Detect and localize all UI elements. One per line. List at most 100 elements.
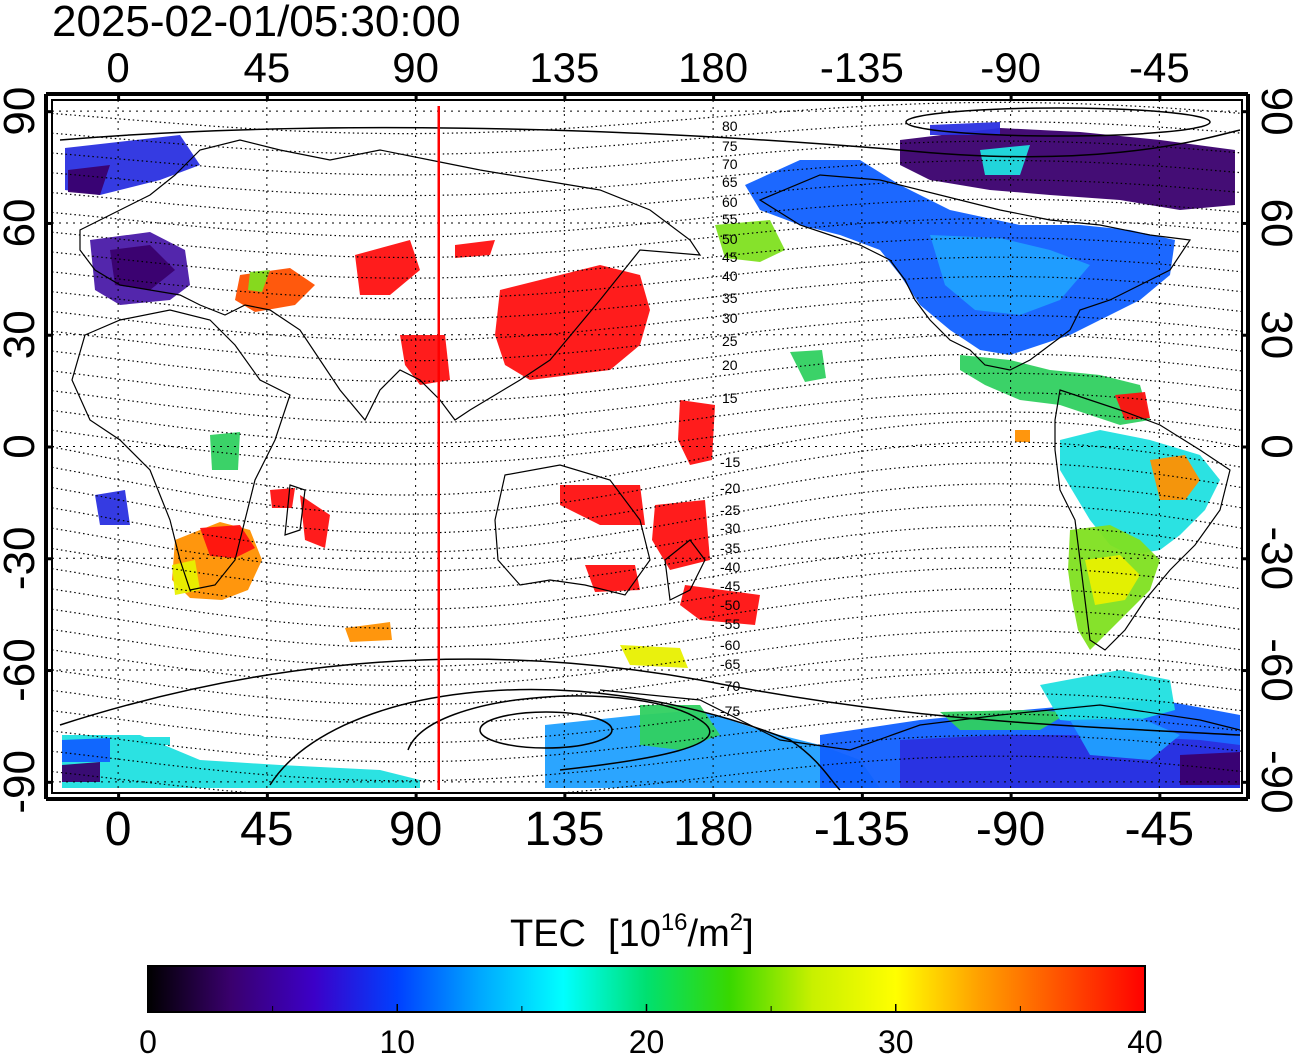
colorbar: TEC [1016/m2] 0 10 20 30 40 [139, 909, 1163, 1057]
tec-region [270, 488, 295, 508]
left-bar [44, 94, 48, 799]
tec-region [930, 235, 1090, 315]
mlat-contour-north-inner [905, 107, 1211, 137]
tec-region [355, 240, 420, 295]
latitude-labels-left: 90 60 30 0 -30 -60 -90 [0, 87, 44, 814]
lat-label-left: -60 [0, 638, 44, 702]
mlat-contour [52, 179, 1242, 217]
mlat-contour [52, 353, 1242, 403]
mlat-contour [52, 462, 1242, 534]
lat-label-right: -90 [1252, 750, 1294, 814]
mlat-label: 40 [722, 268, 738, 284]
mlat-label: -55 [720, 616, 740, 632]
mlat-label: 65 [722, 174, 738, 190]
tec-region [68, 165, 110, 195]
mlat-contour [52, 121, 1242, 155]
lon-label-bottom: 135 [524, 803, 604, 856]
mlat-label: -45 [720, 578, 740, 594]
lon-label-top: -45 [1129, 44, 1190, 91]
mlat-contour-south [269, 688, 841, 791]
mlat-contour [52, 713, 1242, 763]
mlat-label: -65 [720, 656, 740, 672]
lon-label-top: 45 [244, 44, 291, 91]
mlat-label: 70 [722, 156, 738, 172]
tec-region [1015, 430, 1030, 442]
tec-region [640, 705, 720, 750]
colorbar-tick-label: 10 [379, 1024, 415, 1057]
tec-region [1085, 555, 1140, 605]
mlat-contour [52, 217, 1242, 259]
mlat-label: 50 [722, 231, 738, 247]
mlat-contour [52, 588, 1242, 648]
lon-label-bottom: -90 [976, 803, 1045, 856]
lat-label-left: 90 [0, 87, 44, 136]
mlat-contour-north [59, 126, 1241, 158]
tec-region [715, 220, 785, 262]
magnetic-latitude-contours [52, 101, 1242, 793]
lon-label-top: 90 [392, 44, 439, 91]
colorbar-ticks: 0 10 20 30 40 [139, 1004, 1163, 1057]
mlat-contour [52, 256, 1242, 300]
lat-label-left: 60 [0, 198, 44, 247]
lon-label-top: 180 [678, 44, 748, 91]
mlat-contour [52, 295, 1242, 341]
mlat-contour [52, 159, 1242, 197]
mlat-contour [52, 314, 1242, 362]
mlat-label: -70 [720, 678, 740, 694]
tec-region [62, 738, 110, 762]
right-bar [1246, 94, 1250, 799]
mlat-contour [52, 755, 1242, 793]
tec-region [545, 710, 880, 788]
tec-region [495, 265, 650, 380]
mlat-label: -30 [720, 520, 740, 536]
coastline [79, 139, 702, 422]
mlat-contour [52, 734, 1242, 782]
mlat-contour-south-inner [479, 711, 613, 749]
tec-region [678, 400, 715, 465]
mlat-label: 35 [722, 290, 738, 306]
tec-region [110, 245, 175, 290]
tec-region [680, 585, 760, 625]
mlat-contour [52, 276, 1242, 320]
mlat-contour [52, 567, 1242, 629]
lat-label-left: -90 [0, 750, 44, 814]
tec-region [1150, 455, 1200, 500]
colorbar-tick-label: 30 [878, 1024, 914, 1057]
bottom-bar [46, 797, 1248, 801]
mlat-label: 30 [722, 310, 738, 326]
timestamp-title: 2025-02-01/05:30:00 [52, 0, 461, 46]
lon-label-top: -135 [820, 44, 904, 91]
mlat-contour [52, 483, 1242, 553]
lat-label-left: 0 [0, 434, 44, 458]
lat-label-right: 90 [1252, 87, 1294, 136]
coastline [284, 484, 306, 536]
colorbar-tick-label: 0 [139, 1024, 157, 1057]
tec-data-layer [62, 122, 1240, 788]
mlat-label: -20 [720, 480, 740, 496]
mlat-label: 55 [722, 211, 738, 227]
lon-label-bottom: 0 [105, 803, 132, 856]
mlat-label: -75 [720, 703, 740, 719]
longitude-labels-bottom: 0 45 90 135 180 -135 -90 -45 [105, 803, 1194, 856]
mlat-contour [52, 546, 1242, 610]
tec-region [455, 240, 495, 258]
mlat-contour [52, 692, 1242, 744]
lon-label-bottom: 180 [673, 803, 753, 856]
colorbar-title: TEC [1016/m2] [510, 909, 754, 955]
mlat-label: 25 [722, 333, 738, 349]
mlat-label: -60 [720, 637, 740, 653]
coastline [1054, 389, 1231, 651]
lon-label-bottom: -135 [814, 803, 910, 856]
coastline [71, 309, 291, 591]
mlat-label: -35 [720, 540, 740, 556]
lat-label-left: 30 [0, 310, 44, 359]
tec-region [790, 350, 826, 382]
coastline [758, 174, 1192, 371]
latitude-labels-right: 90 60 30 0 -30 -60 -90 [1252, 87, 1294, 814]
mlat-contour [52, 198, 1242, 238]
tec-region [248, 270, 270, 292]
mlat-label: 60 [722, 194, 738, 210]
